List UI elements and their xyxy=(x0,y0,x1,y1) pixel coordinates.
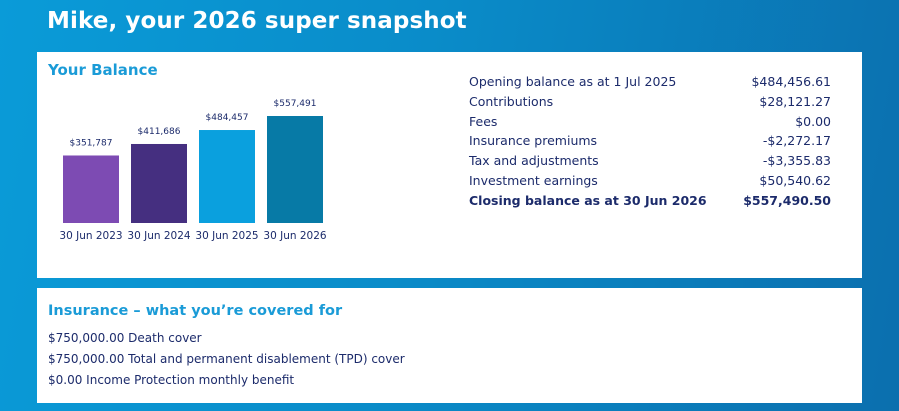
summary-label: Fees xyxy=(469,113,498,129)
insurance-cover-item: $750,000.00 Death cover xyxy=(48,331,202,345)
bar-category-label: 30 Jun 2024 xyxy=(127,230,190,242)
bar-value-label: $484,457 xyxy=(206,113,249,123)
page-title: Mike, your 2026 super snapshot xyxy=(47,8,467,34)
balance-summary-table: Opening balance as at 1 Jul 2025 $484,456… xyxy=(469,72,831,211)
summary-value: $0.00 xyxy=(795,113,831,129)
summary-value: $557,490.50 xyxy=(743,192,831,208)
insurance-heading: Insurance – what you’re covered for xyxy=(48,303,343,319)
bar-value-label: $351,787 xyxy=(70,138,113,148)
closing-balance-row: Closing balance as at 30 Jun 2026 $557,49… xyxy=(469,191,831,211)
summary-value: $484,456.61 xyxy=(751,74,831,89)
summary-row: Insurance premiums -$2,272.17 xyxy=(469,131,831,151)
bar-category-label: 30 Jun 2025 xyxy=(195,230,258,242)
bar-30-jun-2024 xyxy=(131,143,187,223)
summary-label: Tax and adjustments xyxy=(469,153,599,169)
summary-label: Contributions xyxy=(469,93,554,109)
balance-panel: Your Balance $351,787 30 Jun 2023 $411,686… xyxy=(37,52,862,278)
insurance-cover-item: $0.00 Income Protection monthly benefit xyxy=(48,373,295,387)
balance-bar-chart: $351,787 30 Jun 2023 $411,686 30 Jun 2024 $4… xyxy=(59,99,326,242)
insurance-cover-item: $750,000.00 Total and permanent disablem… xyxy=(48,352,405,366)
summary-value: -$3,355.83 xyxy=(762,153,831,169)
bar-value-label: $411,686 xyxy=(138,127,181,137)
bar-30-jun-2026 xyxy=(267,116,323,223)
summary-row: Tax and adjustments -$3,355.83 xyxy=(469,151,831,171)
bar-30-jun-2025 xyxy=(199,130,255,223)
insurance-panel: Insurance – what you’re covered for $750… xyxy=(37,288,862,403)
summary-label: Closing balance as at 30 Jun 2026 xyxy=(469,192,707,208)
summary-value: $50,540.62 xyxy=(759,172,831,188)
summary-label: Opening balance as at 1 Jul 2025 xyxy=(469,74,677,89)
summary-row: Fees $0.00 xyxy=(469,112,831,132)
summary-label: Insurance premiums xyxy=(469,133,598,149)
summary-row: Contributions $28,121.27 xyxy=(469,92,831,112)
summary-value: -$2,272.17 xyxy=(762,133,831,149)
summary-label: Investment earnings xyxy=(469,172,598,188)
balance-heading: Your Balance xyxy=(48,61,158,79)
summary-row: Opening balance as at 1 Jul 2025 $484,456… xyxy=(469,72,831,92)
bar-category-label: 30 Jun 2026 xyxy=(263,230,326,242)
bar-30-jun-2023 xyxy=(63,155,119,223)
summary-value: $28,121.27 xyxy=(759,93,831,109)
bar-value-label: $557,491 xyxy=(274,99,317,109)
insurance-cover-list: $750,000.00 Death cover $750,000.00 Total… xyxy=(48,328,405,391)
bar-category-label: 30 Jun 2023 xyxy=(59,230,122,242)
summary-row: Investment earnings $50,540.62 xyxy=(469,171,831,191)
